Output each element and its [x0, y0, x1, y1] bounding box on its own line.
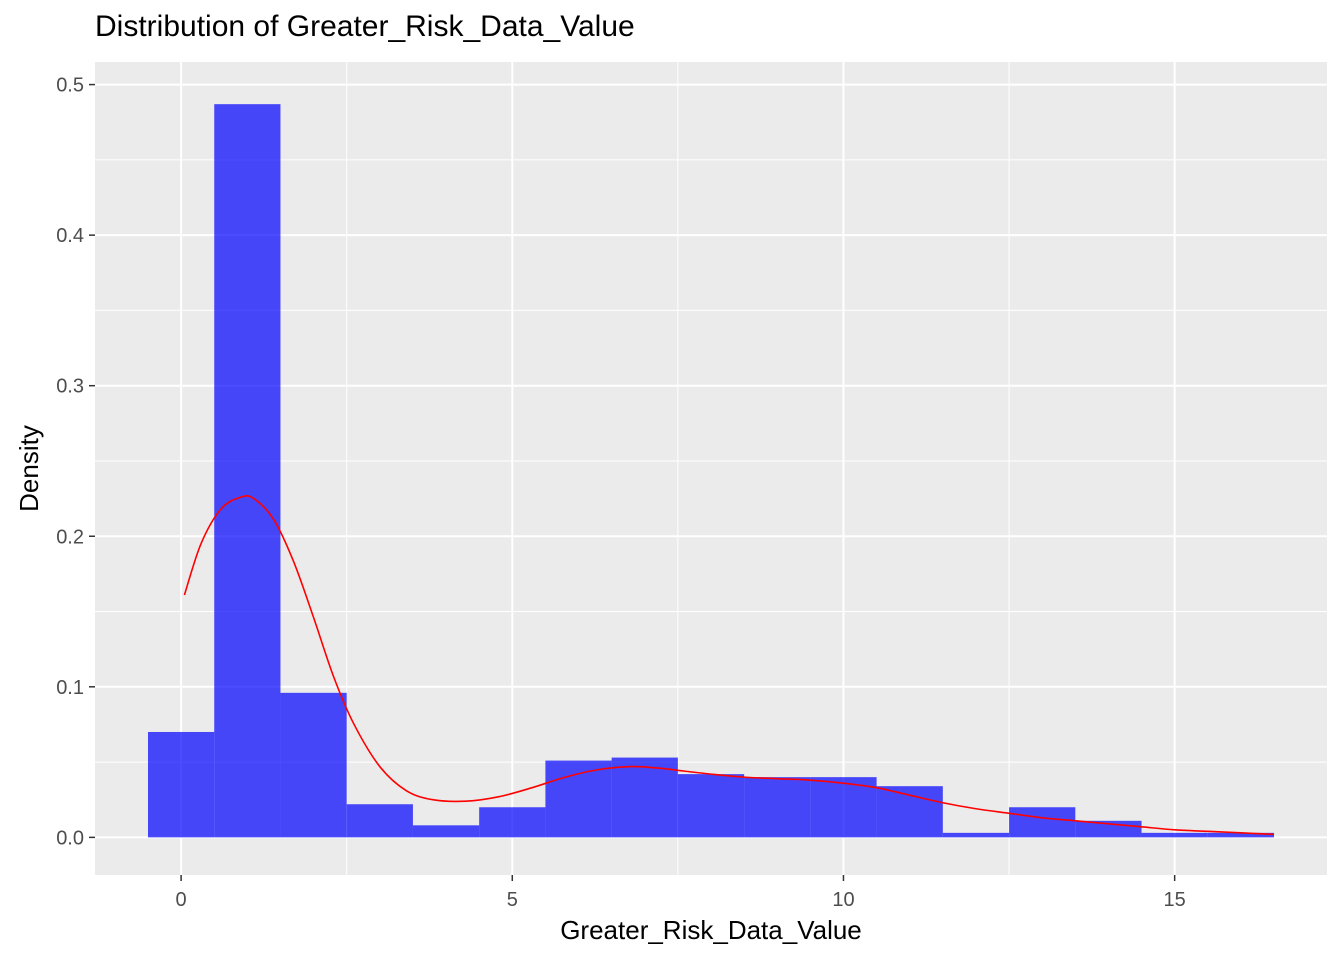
axis-tick-labels: 0 5 10 15 0.0 0.1 0.2 0.3 0.4 0.5: [56, 75, 1186, 911]
histogram-bar: [1009, 807, 1076, 838]
histogram-bar: [214, 104, 281, 838]
y-tick-label: 0.0: [56, 827, 84, 849]
histogram-bar: [479, 807, 546, 838]
histogram-bar: [147, 731, 215, 838]
chart-title: Distribution of Greater_Risk_Data_Value: [95, 10, 635, 43]
x-tick-label: 5: [507, 889, 518, 911]
density-curve: [183, 494, 1275, 836]
y-tick-label: 0.5: [56, 75, 84, 97]
histogram-bar: [280, 692, 347, 838]
histogram-bar: [346, 804, 413, 838]
y-tick-label: 0.2: [56, 526, 84, 548]
histogram-bar: [942, 832, 1010, 838]
histogram-bar: [1141, 832, 1208, 838]
y-tick-label: 0.3: [56, 376, 84, 398]
y-axis-title: Density: [14, 425, 44, 512]
x-tick-label: 15: [1164, 889, 1186, 911]
histogram-bars: [147, 104, 1275, 838]
minor-gridlines: [95, 62, 1327, 875]
x-tick-label: 0: [176, 889, 187, 911]
histogram-bar: [810, 777, 877, 838]
x-tick-label: 10: [832, 889, 854, 911]
histogram-bar: [744, 777, 811, 838]
histogram-bar: [611, 757, 678, 838]
histogram-bar: [545, 760, 612, 838]
x-axis-title: Greater_Risk_Data_Value: [560, 915, 862, 945]
y-tick-label: 0.4: [56, 225, 84, 247]
histogram-bar: [677, 774, 745, 838]
axis-ticks: [89, 83, 1176, 881]
histogram-bar: [412, 825, 480, 838]
histogram-bar: [1207, 832, 1275, 838]
y-tick-label: 0.1: [56, 677, 84, 699]
histogram-bar: [876, 786, 943, 838]
